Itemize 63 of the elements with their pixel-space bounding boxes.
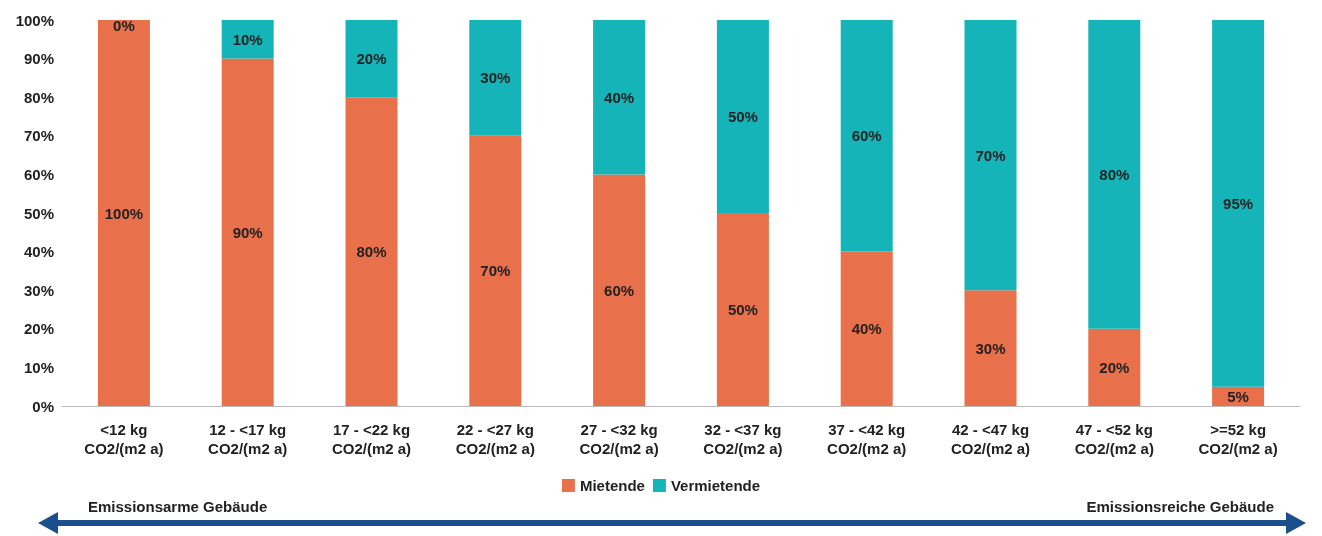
data-label: 100% [104, 204, 144, 222]
bar [1088, 328, 1141, 406]
data-label: 90% [232, 223, 263, 241]
data-label: 80% [1099, 165, 1130, 183]
data-label: 10% [232, 30, 263, 48]
y-tick-label: 100% [15, 11, 54, 29]
data-label: 80% [356, 243, 387, 261]
data-label: 40% [851, 320, 882, 338]
data-label: 95% [1223, 194, 1254, 212]
data-label: 30% [480, 69, 511, 87]
bar [840, 251, 893, 406]
bar [469, 20, 522, 136]
y-tick-label: 60% [23, 165, 54, 183]
x-tick-label: 22 - <27 kg CO2/(m2 a) [455, 421, 535, 457]
y-tick-label: 70% [23, 127, 54, 145]
x-tick-label: 12 - <17 kg CO2/(m2 a) [208, 421, 288, 457]
x-tick-label: 32 - <37 kg CO2/(m2 a) [703, 421, 783, 457]
data-label: 50% [727, 301, 758, 318]
data-label: 70% [975, 146, 1006, 164]
x-tick-label: 37 - <42 kg CO2/(m2 a) [827, 421, 907, 457]
y-tick-label: 80% [23, 88, 54, 106]
bar [1212, 20, 1265, 387]
y-tick-label: 10% [23, 358, 54, 376]
bar [345, 97, 398, 406]
data-label: 40% [604, 88, 635, 106]
bar [221, 20, 274, 59]
data-label: 60% [851, 127, 882, 145]
bar [221, 58, 274, 406]
data-label: 20% [1099, 358, 1130, 376]
x-tick-label: >=52 kg CO2/(m2 a) [1198, 421, 1278, 457]
y-tick-label: 40% [23, 243, 54, 261]
data-label: 5% [1227, 387, 1249, 405]
x-tick-label: <12 kg CO2/(m2 a) [84, 421, 164, 457]
bar [716, 213, 769, 406]
data-label: 0% [113, 17, 135, 34]
bar [345, 20, 398, 98]
bar [97, 20, 150, 406]
data-label: 20% [356, 50, 387, 68]
x-tick-label: 42 - <47 kg CO2/(m2 a) [950, 421, 1031, 457]
data-label: 60% [604, 281, 635, 299]
bar [1088, 20, 1141, 329]
x-tick-label: 17 - <22 kg CO2/(m2 a) [331, 421, 412, 457]
bar [964, 20, 1017, 291]
legend-label: Vermietende [670, 477, 761, 494]
bar [964, 290, 1017, 406]
y-tick-label: 0% [32, 397, 54, 415]
legend-label: Mietende [579, 477, 645, 494]
x-tick-label: 47 - <52 kg CO2/(m2 a) [1074, 421, 1154, 457]
y-tick-label: 30% [23, 281, 54, 299]
bar [716, 20, 769, 213]
y-tick-label: 50% [23, 204, 54, 222]
data-label: 70% [480, 262, 511, 280]
y-tick-label: 90% [23, 50, 54, 68]
text: Emissionsarme Gebäude [88, 498, 268, 515]
bar [593, 20, 646, 175]
data-label: 30% [975, 339, 1006, 357]
y-tick-label: 20% [23, 320, 54, 338]
bar [469, 135, 522, 406]
text: Emissionsreiche Gebäude [1086, 498, 1274, 515]
bar [840, 20, 893, 252]
data-label: 50% [727, 108, 758, 125]
bar [593, 174, 646, 406]
x-tick-label: 27 - <32 kg CO2/(m2 a) [579, 421, 659, 457]
